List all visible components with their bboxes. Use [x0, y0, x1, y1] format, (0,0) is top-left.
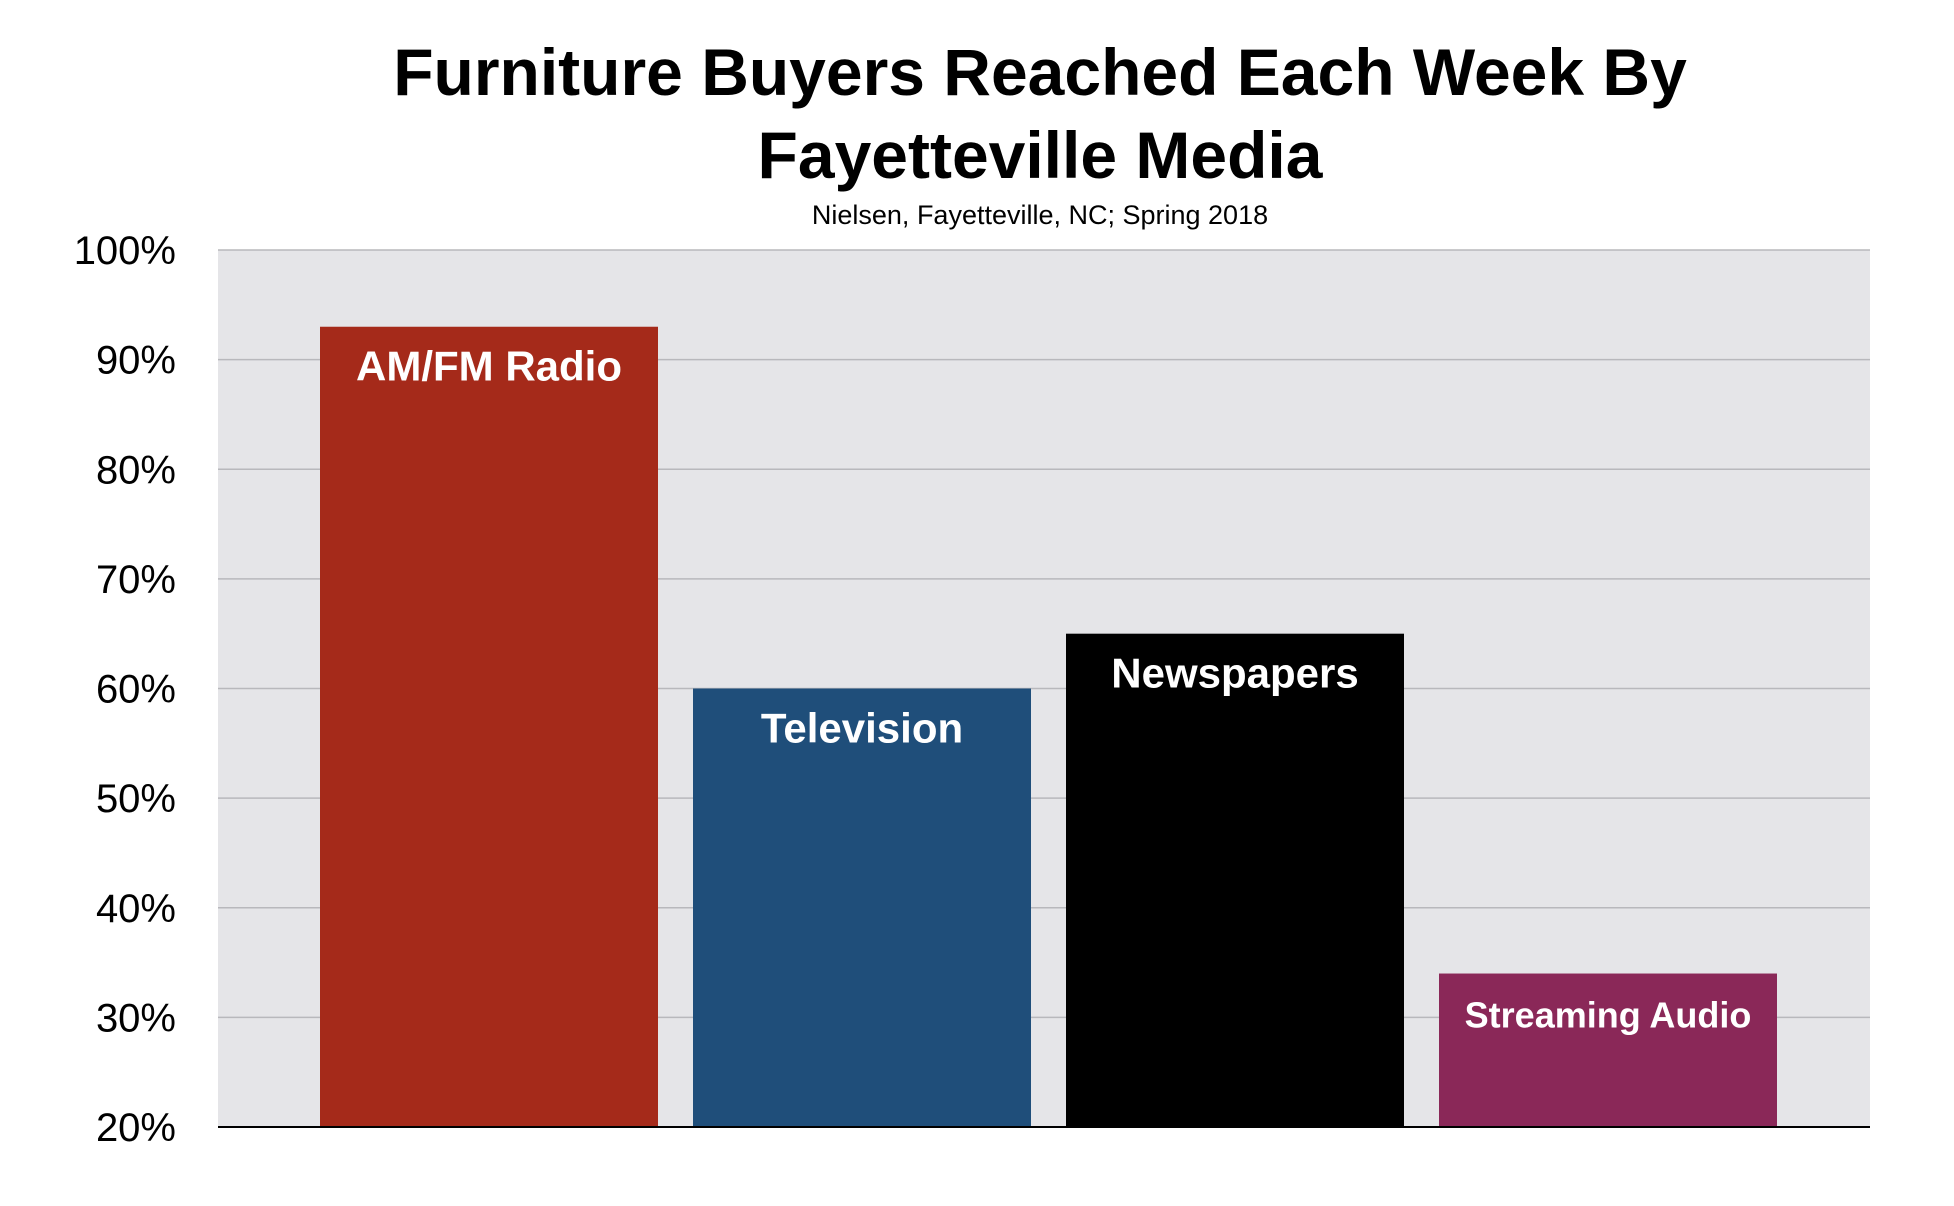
chart-subtitle: Nielsen, Fayetteville, NC; Spring 2018	[812, 200, 1268, 230]
y-tick-label: 70%	[96, 558, 176, 602]
bar-streaming-audio	[1439, 973, 1777, 1127]
bar-label: Streaming Audio	[1465, 995, 1752, 1036]
bar-am-fm-radio	[320, 326, 658, 1127]
y-tick-label: 40%	[96, 887, 176, 931]
chart-title-line-1: Furniture Buyers Reached Each Week By	[393, 35, 1687, 109]
bar-label: Newspapers	[1111, 650, 1358, 697]
bar-newspapers	[1066, 633, 1404, 1127]
y-tick-label: 100%	[74, 229, 176, 273]
y-tick-label: 60%	[96, 668, 176, 712]
bars: AM/FM Radio Television Newspapers Streaming…	[320, 326, 1777, 1127]
y-tick-label: 80%	[96, 448, 176, 492]
y-tick-label: 90%	[96, 339, 176, 383]
chart-title-line-2: Fayetteville Media	[758, 118, 1324, 192]
bar-label: Television	[761, 705, 963, 752]
y-axis: 20% 30% 40% 50% 60% 70% 80% 90% 100%	[74, 229, 176, 1150]
bar-label: AM/FM Radio	[356, 343, 622, 390]
y-tick-label: 50%	[96, 777, 176, 821]
bar-television	[693, 688, 1031, 1127]
y-tick-label: 20%	[96, 1106, 176, 1150]
y-tick-label: 30%	[96, 996, 176, 1040]
